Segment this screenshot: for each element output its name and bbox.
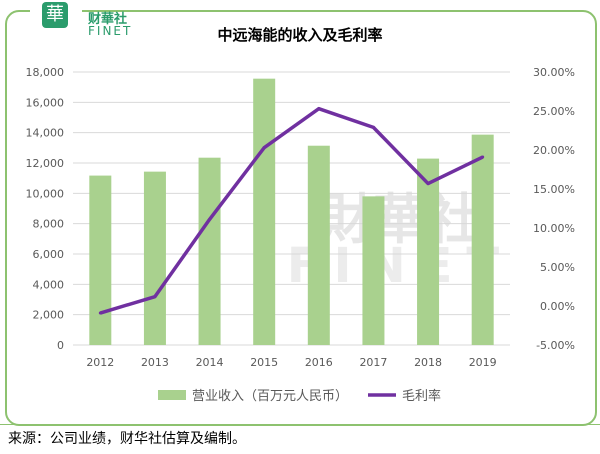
line-margin <box>99 106 484 315</box>
watermark-cn: 財華社 <box>319 188 481 251</box>
source-note: 来源：公司业绩，财华社估算及编制。 <box>8 431 246 447</box>
bar-2014 <box>198 157 221 345</box>
line-point-2015 <box>262 146 266 150</box>
x-tick-label: 2012 <box>86 356 114 369</box>
bar-2015 <box>253 78 276 345</box>
y-left-tick-label: 0 <box>57 339 64 352</box>
y-left-tick-label: 14,000 <box>26 127 65 140</box>
y-left-tick-label: 2,000 <box>33 309 65 322</box>
x-tick-label: 2017 <box>359 356 387 369</box>
bar-2012 <box>89 175 112 345</box>
line-point-2019 <box>481 155 485 159</box>
line-point-2017 <box>371 125 375 129</box>
x-tick-label: 2018 <box>414 356 442 369</box>
y-left-tick-label: 18,000 <box>26 66 65 79</box>
y-left-tick-label: 10,000 <box>26 187 65 200</box>
brand-cn: 财華社 <box>88 12 128 27</box>
line-point-2012 <box>98 311 102 315</box>
divider <box>0 424 600 425</box>
line-point-2018 <box>426 182 430 186</box>
y-right-tick-label: 25.00% <box>533 105 575 118</box>
x-tick-label: 2014 <box>196 356 224 369</box>
y-right-tick-label: 10.00% <box>533 222 575 235</box>
y-left-tick-label: 12,000 <box>26 157 65 170</box>
bar-2016 <box>307 145 330 345</box>
y-left-tick-label: 4,000 <box>33 278 65 291</box>
line-point-2014 <box>208 217 212 221</box>
bar-2019 <box>471 134 494 345</box>
line-point-2016 <box>317 107 321 111</box>
chart-frame <box>5 10 597 426</box>
y-right-tick-label: 30.00% <box>533 66 575 79</box>
y-right-tick-label: 0.00% <box>540 300 575 313</box>
x-tick-label: 2015 <box>250 356 278 369</box>
x-tick-label: 2019 <box>469 356 497 369</box>
logo: 華 <box>30 0 82 46</box>
legend-swatch-revenue <box>158 390 186 400</box>
logo-mark: 華 <box>42 2 68 28</box>
line-point-2013 <box>153 295 157 299</box>
brand-en: FINET <box>88 24 133 38</box>
y-left-tick-label: 6,000 <box>33 248 65 261</box>
bar-2018 <box>417 158 440 345</box>
x-tick-label: 2013 <box>141 356 169 369</box>
chart-title: 中远海能的收入及毛利率 <box>217 26 383 44</box>
legend-label-margin: 毛利率 <box>402 388 441 404</box>
x-tick-label: 2016 <box>305 356 333 369</box>
y-left-tick-label: 16,000 <box>26 96 65 109</box>
y-right-tick-label: 15.00% <box>533 183 575 196</box>
legend-label-revenue: 营业收入（百万元人民币） <box>192 389 348 404</box>
y-left-tick-label: 8,000 <box>33 218 65 231</box>
bar-2013 <box>143 171 166 345</box>
y-right-tick-label: 20.00% <box>533 144 575 157</box>
y-right-tick-label: 5.00% <box>540 261 575 274</box>
y-right-tick-label: -5.00% <box>536 339 575 352</box>
bar-2017 <box>362 196 385 345</box>
